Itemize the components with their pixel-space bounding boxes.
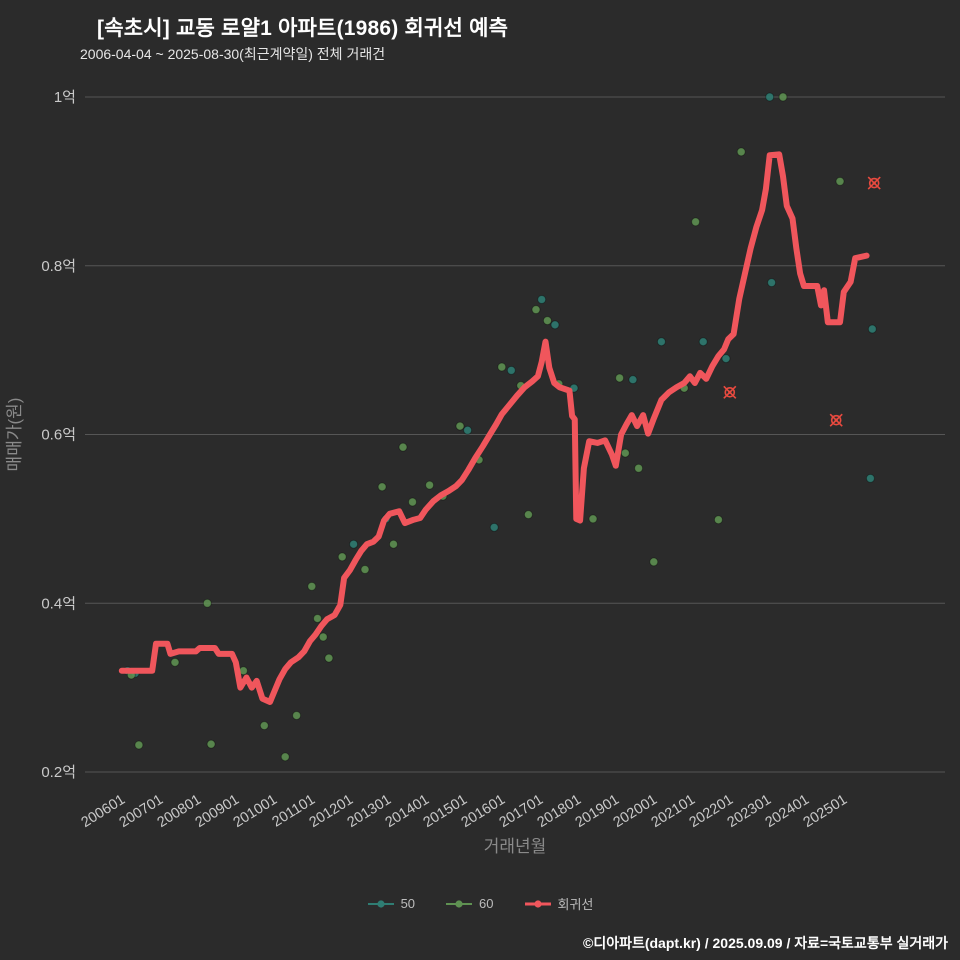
data-point-60	[649, 557, 659, 567]
data-point-50	[867, 324, 877, 334]
legend-label: 회귀선	[557, 897, 594, 912]
y-axis-labels: 0.2억 0.4억 0.6억 0.8억 1억	[41, 89, 76, 781]
data-point-60	[398, 442, 408, 452]
data-point-60	[280, 752, 290, 762]
y-axis-title: 매매가(원)	[5, 398, 24, 472]
data-point-50	[865, 473, 875, 483]
data-point-60	[313, 613, 322, 623]
data-point-60	[170, 657, 180, 667]
data-point-60	[337, 552, 347, 562]
grid-lines	[85, 96, 945, 773]
data-point-60	[615, 373, 625, 383]
legend-marker-icon	[367, 899, 394, 908]
data-point-60	[835, 176, 845, 186]
data-point-60	[324, 653, 334, 663]
data-point-60	[206, 739, 216, 749]
data-point-60	[408, 497, 417, 507]
outlier-marker	[867, 176, 881, 190]
x-axis-title: 거래년월	[484, 837, 547, 856]
data-point-60	[455, 421, 465, 431]
data-point-60	[713, 515, 723, 525]
data-point-50	[349, 539, 359, 549]
legend-item-60[interactable]: 60	[445, 896, 494, 911]
y-tick-label: 0.2억	[41, 764, 76, 781]
data-point-60	[691, 217, 701, 227]
page-title: [속초시] 교동 로얄1 아파트(1986) 회귀선 예측	[97, 17, 509, 40]
y-tick-label: 0.4억	[41, 595, 76, 612]
x-tick-label: 201001	[231, 792, 281, 831]
data-point-60	[259, 721, 269, 731]
outlier-marker	[723, 385, 737, 399]
data-point-50	[656, 337, 666, 347]
data-point-60	[736, 147, 746, 157]
legend-marker-icon	[446, 899, 473, 908]
data-point-50	[506, 365, 516, 375]
data-point-50	[721, 354, 731, 364]
data-point-60	[778, 92, 788, 102]
data-point-60	[389, 539, 398, 549]
data-point-60	[202, 598, 212, 608]
legend-marker-icon	[524, 899, 551, 908]
page-subtitle: 2006-04-04 ~ 2025-08-30(최근계약일) 전체 거래건	[80, 46, 386, 62]
x-axis-labels: 2006012007012008012009012010012011012012…	[79, 792, 851, 831]
legend-item-회귀선[interactable]: 회귀선	[524, 894, 594, 913]
data-point-60	[307, 581, 317, 591]
data-point-60	[425, 480, 435, 490]
x-tick-label: 202501	[801, 792, 851, 831]
data-point-60	[377, 482, 387, 492]
data-point-50	[463, 425, 473, 435]
legend-item-50[interactable]: 50	[367, 896, 415, 911]
data-point-50	[537, 295, 547, 304]
data-point-60	[620, 448, 630, 458]
data-point-50	[698, 337, 708, 347]
chart-legend: 50 60 회귀선	[0, 894, 960, 913]
data-point-60	[542, 316, 552, 326]
y-tick-label: 1억	[54, 89, 76, 106]
data-point-60	[523, 510, 533, 520]
y-tick-label: 0.6억	[41, 427, 76, 444]
plot-area: 0.2억 0.4억 0.6억 0.8억 1억 2006012007012008012009…	[5, 89, 945, 856]
data-point-60	[531, 305, 541, 315]
outlier-marker	[829, 413, 843, 427]
data-point-60	[292, 710, 302, 720]
legend-label: 60	[479, 896, 494, 911]
data-point-50	[550, 320, 560, 330]
page-footer: ©디아파트(dapt.kr) / 2025.09.09 / 자료=국토교통부 실…	[583, 935, 948, 951]
regression-line	[118, 151, 870, 705]
data-point-60	[634, 463, 644, 473]
outlier-markers	[723, 176, 881, 427]
data-point-60	[360, 565, 370, 574]
data-point-60	[318, 632, 328, 642]
y-tick-label: 0.8억	[41, 258, 76, 275]
legend-label: 50	[400, 896, 416, 911]
data-point-60	[588, 514, 598, 524]
data-point-50	[767, 278, 777, 288]
series-50-points	[123, 92, 877, 678]
data-point-50	[628, 375, 638, 385]
data-point-50	[765, 92, 775, 102]
data-point-50	[489, 522, 499, 532]
data-point-60	[497, 362, 507, 372]
data-point-60	[134, 740, 144, 750]
